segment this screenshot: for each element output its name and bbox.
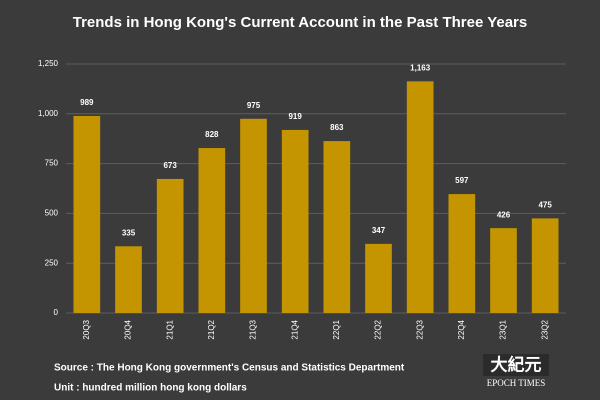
x-tick-label: 23Q1 xyxy=(499,319,508,339)
x-tick-label: 22Q3 xyxy=(415,319,424,339)
y-tick-label: 1,000 xyxy=(38,109,59,118)
x-tick-label: 23Q2 xyxy=(540,319,549,339)
logo-box xyxy=(483,354,549,376)
data-label: 919 xyxy=(288,112,302,121)
data-label: 828 xyxy=(205,130,219,139)
data-label: 475 xyxy=(538,200,552,209)
bar xyxy=(448,194,476,313)
logo-english: EPOCH TIMES xyxy=(487,378,546,388)
y-tick-label: 0 xyxy=(54,308,59,317)
x-tick-label: 20Q3 xyxy=(82,319,91,339)
x-tick-label: 22Q1 xyxy=(332,319,341,339)
source-note: Source : The Hong Kong government's Cens… xyxy=(54,363,405,374)
data-label: 1,163 xyxy=(410,63,431,72)
y-tick-label: 500 xyxy=(45,209,59,218)
data-label: 426 xyxy=(497,210,511,219)
bar xyxy=(490,228,517,313)
data-label: 673 xyxy=(163,161,177,170)
x-tick-label: 22Q4 xyxy=(457,319,466,339)
x-tick-label: 21Q1 xyxy=(165,319,174,339)
data-label: 863 xyxy=(330,123,344,132)
unit-note: Unit : hundred million hong kong dollars xyxy=(54,383,247,394)
x-tick-label: 21Q2 xyxy=(207,319,216,339)
data-label: 335 xyxy=(122,228,136,237)
bar xyxy=(73,115,101,313)
x-tick-label: 20Q4 xyxy=(124,319,133,339)
y-tick-label: 750 xyxy=(45,159,59,168)
bar xyxy=(406,81,434,313)
bar xyxy=(240,118,267,313)
x-tick-label: 21Q3 xyxy=(249,319,258,339)
y-tick-label: 1,250 xyxy=(38,59,59,68)
logo-chinese: 大紀元 xyxy=(491,355,542,376)
bar xyxy=(198,148,226,313)
bar xyxy=(281,129,309,313)
x-tick-label: 21Q4 xyxy=(290,319,299,339)
data-label: 597 xyxy=(455,176,469,185)
data-label: 347 xyxy=(372,226,386,235)
bar xyxy=(323,141,351,313)
y-tick-label: 250 xyxy=(45,258,59,267)
data-label: 989 xyxy=(80,98,94,107)
logo: 大紀元 EPOCH TIMES xyxy=(483,354,549,388)
x-tick-label: 22Q2 xyxy=(374,319,383,339)
data-label: 975 xyxy=(247,101,261,110)
bar xyxy=(531,218,559,313)
bar xyxy=(115,246,142,313)
chart-title: Trends in Hong Kong's Current Account in… xyxy=(73,14,527,31)
bar xyxy=(156,178,184,313)
bar xyxy=(365,243,392,313)
